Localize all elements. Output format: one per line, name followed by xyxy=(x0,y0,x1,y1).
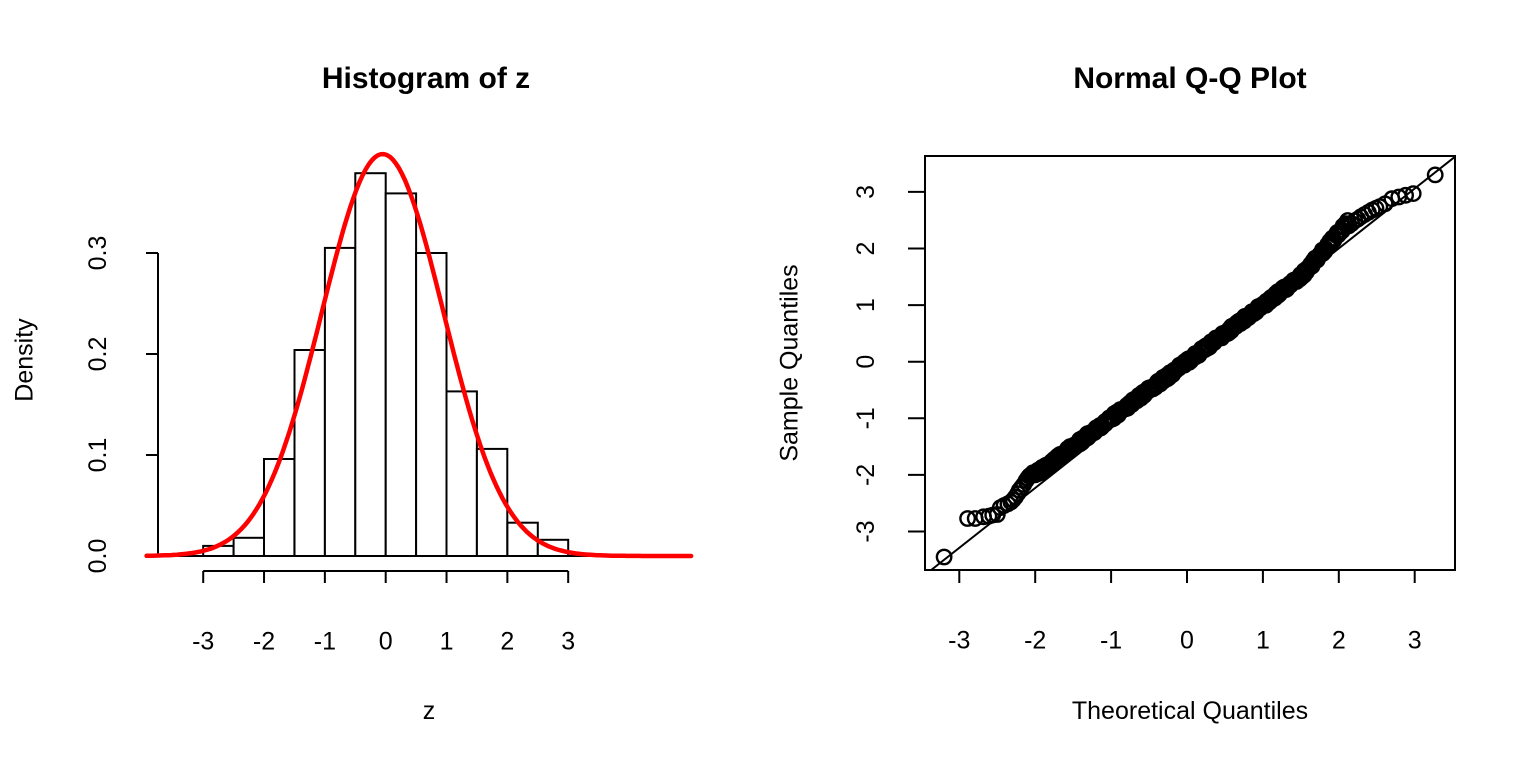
normal-density-curve xyxy=(144,151,694,559)
qq-x-tick-label: 0 xyxy=(1180,627,1194,655)
qq-y-tick-label: -3 xyxy=(852,520,880,542)
qq-title: Normal Q-Q Plot xyxy=(1073,62,1307,95)
qq-ylabel: Sample Quantiles xyxy=(775,264,804,462)
qq-box xyxy=(924,155,1456,571)
hist-bar xyxy=(323,246,357,557)
hist-bar xyxy=(293,349,326,557)
hist-ylabel: Density xyxy=(10,318,39,402)
qq-panel: -3 -2 -1 0 1 2 3 -3 -2 -1 0 1 2 3 xyxy=(852,155,1456,655)
hist-x-tick-label: 1 xyxy=(440,628,454,656)
qq-point xyxy=(1397,186,1415,204)
qq-point xyxy=(1404,185,1422,203)
qq-xlabel: Theoretical Quantiles xyxy=(1071,697,1309,725)
hist-x-tick-label: -3 xyxy=(192,628,214,656)
hist-x-tick-label: 0 xyxy=(379,628,393,656)
qq-y-tick-label: 2 xyxy=(852,242,880,256)
hist-x-tick-label: -2 xyxy=(253,628,275,656)
hist-y-tick-label: 0.3 xyxy=(84,236,112,271)
qq-point xyxy=(935,548,953,566)
qq-reference-line xyxy=(930,156,1456,571)
qq-x-tick-label: -1 xyxy=(1100,627,1122,655)
hist-y-tick-label: 0.0 xyxy=(84,539,112,574)
qq-y-tick-label: -2 xyxy=(852,464,880,486)
hist-xlabel: z xyxy=(422,697,436,725)
qq-y-tick-label: 1 xyxy=(852,298,880,312)
hist-title: Histogram of z xyxy=(321,62,531,95)
hist-bar xyxy=(384,192,418,557)
qq-x-tick-label: -3 xyxy=(948,627,970,655)
hist-y-tick-label: 0.1 xyxy=(84,438,112,473)
qq-y-tick-label: 0 xyxy=(852,355,880,369)
hist-y-tick-label: 0.2 xyxy=(84,337,112,372)
qq-x-tick-label: -2 xyxy=(1024,627,1046,655)
qq-point xyxy=(1339,212,1357,229)
hist-bar xyxy=(263,458,296,557)
histogram-panel: 0.0 0.1 0.2 0.3 -3 -2 -1 0 1 2 3 xyxy=(84,151,694,656)
qq-point xyxy=(1426,166,1444,184)
hist-bar xyxy=(354,172,387,557)
qq-y-tick-label: -1 xyxy=(852,407,880,429)
hist-bar xyxy=(232,536,266,557)
hist-x-tick-label: 2 xyxy=(500,628,514,656)
hist-x-tick-label: -1 xyxy=(314,628,336,656)
qq-y-tick-label: 3 xyxy=(852,185,880,199)
qq-x-tick-label: 3 xyxy=(1408,627,1422,655)
qq-x-tick-label: 1 xyxy=(1256,627,1270,655)
hist-x-tick-label: 3 xyxy=(561,628,575,656)
qq-point xyxy=(959,510,976,527)
qq-x-tick-label: 2 xyxy=(1332,627,1346,655)
